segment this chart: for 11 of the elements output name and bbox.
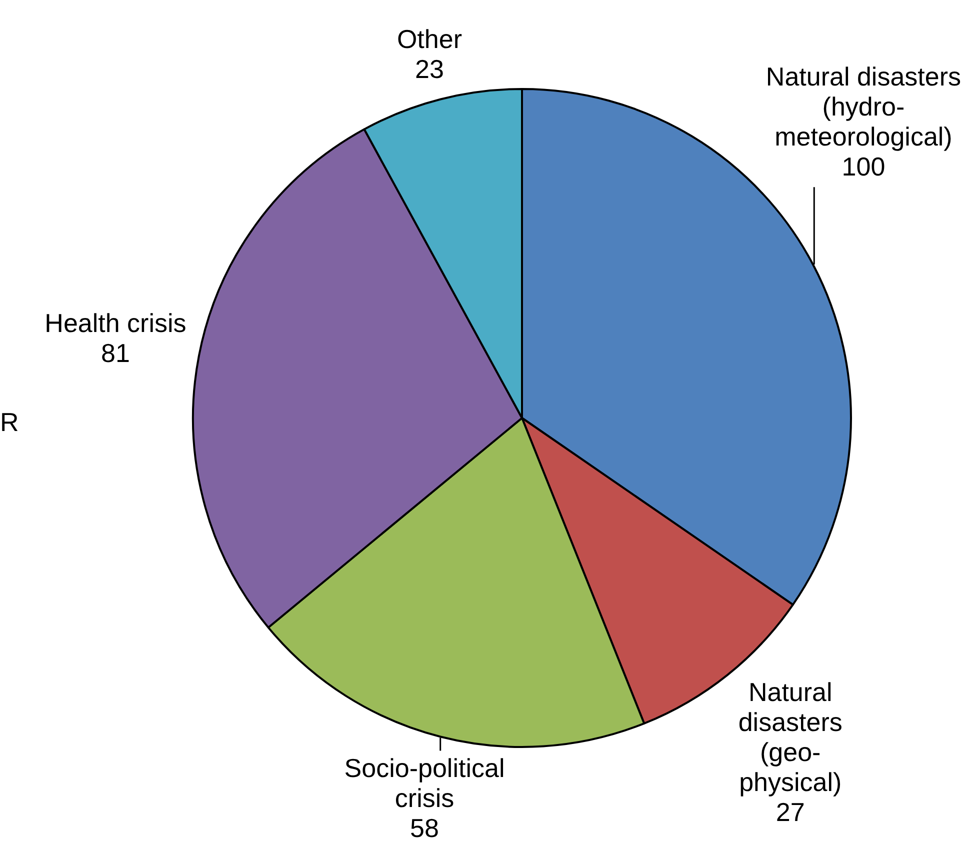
text: R [0,407,19,438]
data-label: 27 [776,797,805,828]
slice-label: Natural disasters (hydro- meteorological) [766,61,961,152]
slice-label: Health crisis [44,308,186,338]
slice-label: Other [396,24,462,54]
slice-label: Socio-political crisis [344,752,505,813]
data-label: 100 [842,151,886,182]
data-label: 23 [415,54,444,84]
data-label: 58 [410,812,439,843]
slice-label: Natural disasters (geo- physical) [738,677,842,798]
data-label: 81 [101,338,130,368]
